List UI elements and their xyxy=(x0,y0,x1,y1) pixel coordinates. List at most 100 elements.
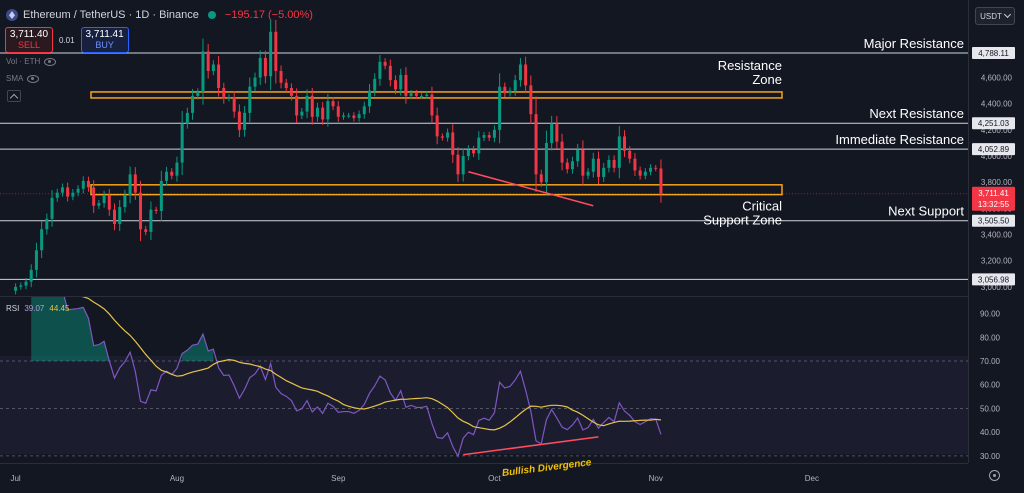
zone-box[interactable] xyxy=(90,91,783,99)
rsi-tick-label: 80.00 xyxy=(980,333,1001,342)
candle xyxy=(263,50,267,84)
candle xyxy=(347,112,351,119)
level-annotation: Immediate Resistance xyxy=(835,132,964,147)
candle xyxy=(404,67,408,104)
candle xyxy=(19,282,23,290)
candle xyxy=(149,201,153,241)
candle xyxy=(66,182,70,202)
candle xyxy=(555,116,559,149)
zones[interactable] xyxy=(90,91,783,196)
price-trend-line[interactable] xyxy=(468,171,594,207)
level-price-tag: 3,056.98 xyxy=(972,273,1015,286)
candle xyxy=(81,176,85,194)
candle xyxy=(154,206,158,214)
candle xyxy=(524,56,528,94)
candle xyxy=(409,89,413,100)
rsi-overbought-fill xyxy=(182,334,214,362)
symbol-title[interactable]: Ethereum / TetherUS · 1D · Binance xyxy=(23,9,199,21)
candle xyxy=(279,65,283,89)
level-price-tag: 3,505.50 xyxy=(972,214,1015,227)
candle xyxy=(633,153,637,176)
candle xyxy=(430,86,434,124)
candle xyxy=(14,283,18,295)
candle xyxy=(550,115,554,151)
candle xyxy=(596,151,600,185)
candle xyxy=(472,145,476,158)
candle xyxy=(420,93,424,99)
candle xyxy=(29,264,33,288)
candle xyxy=(399,68,403,96)
candle xyxy=(623,130,627,158)
candle xyxy=(357,110,361,122)
volume-indicator[interactable]: Vol · ETH xyxy=(6,57,57,66)
price-tick-label: 4,600.00 xyxy=(981,74,1013,83)
candle xyxy=(617,125,621,179)
horizontal-levels[interactable] xyxy=(0,52,968,280)
trade-buttons: 3,711.40 SELL 0.01 3,711.41 BUY xyxy=(5,27,129,53)
candle xyxy=(196,88,200,100)
price-axis[interactable]: 3,000.003,200.003,400.003,600.003,800.00… xyxy=(981,74,1013,292)
price-tick-label: 3,200.00 xyxy=(981,257,1013,266)
candle xyxy=(289,83,293,101)
chevron-down-icon xyxy=(1003,10,1011,19)
zone-label: Resistance xyxy=(718,58,782,73)
candle xyxy=(112,203,116,231)
candle xyxy=(440,133,444,141)
candle xyxy=(206,43,210,79)
candle xyxy=(305,89,309,119)
level-annotation: Major Resistance xyxy=(864,36,964,51)
rsi-trend-line[interactable] xyxy=(463,436,599,456)
candle xyxy=(253,72,257,92)
level-annotation: Next Resistance xyxy=(869,106,964,121)
chart-header: Ethereum / TetherUS · 1D · Binance −195.… xyxy=(6,9,313,21)
settings-gear-icon[interactable] xyxy=(989,470,1000,481)
time-tick-label: Oct xyxy=(488,474,501,483)
price-tags: 4,788.11 4,251.03 4,052.89 3,505.50 3,056.98… xyxy=(972,46,1015,286)
candle xyxy=(24,278,28,290)
zone-box[interactable] xyxy=(90,184,783,196)
currency-selector[interactable]: USDT xyxy=(975,7,1015,25)
candle xyxy=(274,20,278,84)
time-axis[interactable]: Jul Aug Sep Oct Nov Dec xyxy=(10,474,818,483)
eye-off-icon[interactable] xyxy=(44,57,57,66)
candle xyxy=(518,57,522,87)
level-price-tag: 4,788.11 xyxy=(972,46,1015,59)
buy-price: 3,711.41 xyxy=(85,29,124,40)
candle xyxy=(446,128,450,142)
candle xyxy=(92,180,96,213)
candle xyxy=(654,165,658,172)
zone-label: Zone xyxy=(752,72,782,87)
svg-text:4,788.11: 4,788.11 xyxy=(978,49,1009,58)
price-tick-label: 4,200.00 xyxy=(981,126,1013,135)
candle xyxy=(362,101,366,119)
rsi-legend[interactable]: RSI 39.07 44.45 xyxy=(6,304,69,313)
candle xyxy=(258,50,262,86)
candle xyxy=(368,84,372,113)
candle xyxy=(487,131,491,141)
candle xyxy=(76,185,80,197)
candle xyxy=(284,78,288,92)
rsi-guides xyxy=(0,360,968,457)
candle xyxy=(498,73,502,144)
rsi-tick-label: 60.00 xyxy=(980,381,1001,390)
candle xyxy=(45,213,49,235)
rsi-tick-label: 50.00 xyxy=(980,404,1001,413)
rsi-axis[interactable]: 30.00 40.00 50.00 60.00 70.00 80.00 90.00 xyxy=(980,310,1001,461)
candle xyxy=(71,189,75,201)
collapse-indicators-button[interactable] xyxy=(7,90,21,102)
sma-indicator[interactable]: SMA xyxy=(6,74,40,83)
candle xyxy=(50,190,54,227)
buy-button[interactable]: 3,711.41 BUY xyxy=(80,27,129,53)
candle xyxy=(175,156,179,182)
eye-off-icon[interactable] xyxy=(27,74,40,83)
current-price-tag: 3,711.41 13:32:55 xyxy=(972,186,1015,211)
rsi-tick-label: 40.00 xyxy=(980,428,1001,437)
candle xyxy=(159,170,163,222)
level-annotations: Major Resistance Next Resistance Immediate… xyxy=(703,36,964,228)
candle xyxy=(248,77,252,123)
sell-button[interactable]: 3,711.40 SELL xyxy=(5,27,53,53)
candle xyxy=(659,159,663,203)
candle xyxy=(34,242,38,278)
